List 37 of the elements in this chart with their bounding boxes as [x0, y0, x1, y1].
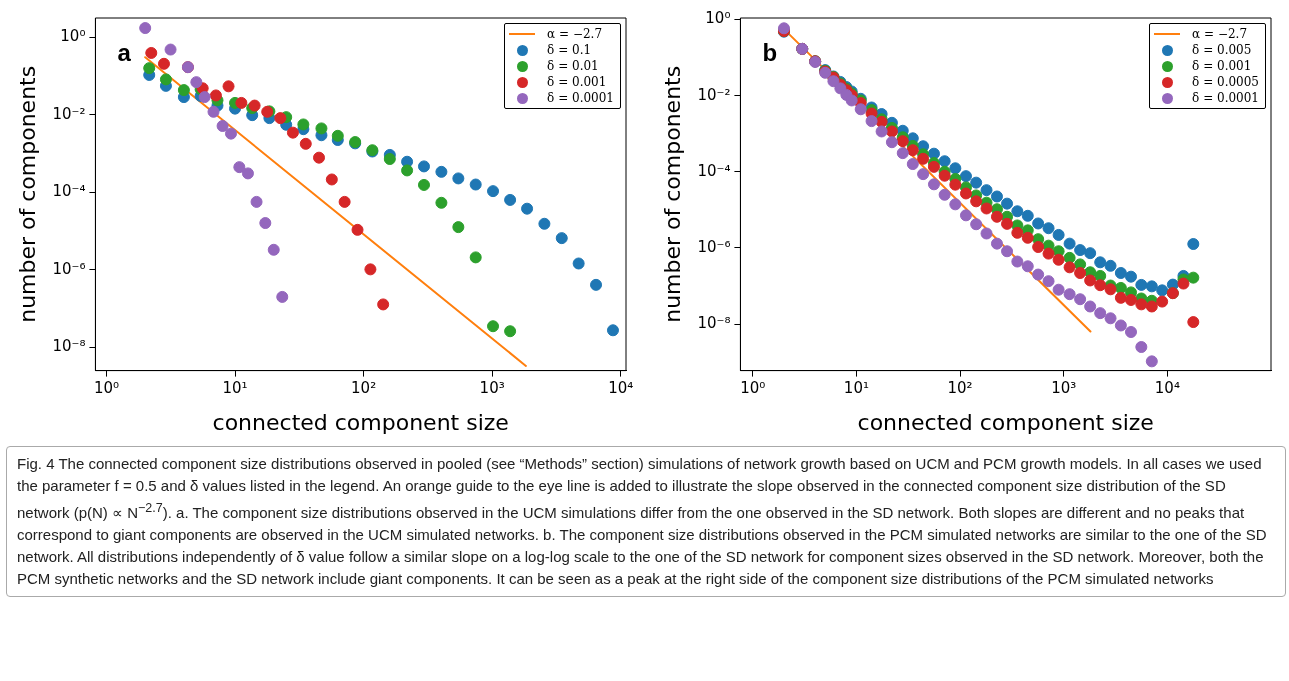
y-tick-label: 10⁻² [697, 85, 731, 104]
x-tick-label: 10² [351, 379, 377, 398]
y-axis-title: number of components [14, 65, 40, 323]
legend-label: δ = 0.005 [1192, 43, 1252, 57]
x-axis-title: connected component size [857, 409, 1154, 435]
y-tick-label: 10⁻⁸ [52, 337, 86, 356]
y-tick-label: 10⁻⁴ [697, 161, 731, 180]
legend-label: α = −2.7 [547, 27, 603, 41]
x-tick-label: 10³ [1051, 379, 1077, 398]
x-tick-label: 10¹ [843, 379, 869, 398]
y-tick-label: 10⁻⁶ [697, 237, 731, 256]
legend-label: δ = 0.0001 [547, 91, 614, 105]
text: b [762, 38, 778, 66]
legend-label: δ = 0.001 [547, 75, 607, 89]
text: a [117, 38, 132, 66]
y-tick-label: 10⁻² [52, 104, 86, 123]
legend-label: δ = 0.001 [1192, 59, 1252, 73]
x-tick-label: 10⁰ [93, 379, 120, 398]
y-tick-label: 10⁰ [60, 27, 86, 46]
x-tick-label: 10¹ [222, 379, 248, 398]
x-tick-label: 10³ [479, 379, 505, 398]
caption: Fig. 4 The connected component size distributions observed in pooled (see “Methods” section) simulations of network growth based on UCM and PCM growth models. In all cases we used the parameter f = 0.5 and δ values listed in the legend. An orange guide to the eye line is added to illustrate the slope observed in the connected component size distribution of the SD network (p(N) ∝ N$^{−2.7}$). a. The component size distributions observed in the UCM simulations differ from the one observed in the SD network. Both slopes are different and no peaks that correspond to giant components are observed in the UCM simulated networks. b. The component size distributions observed in the PCM simulated networks are similar to the one of the SD network. All distributions independently of δ value follow a similar slope on a log-log scale to the one of the SD network for component sizes observed in the SD network. Moreover, both the PCM synthetic networks and the SD network include giant components. It can be seen as a peak at the right side of the component size distributions of the PCM simulated networks [6, 446, 1286, 597]
y-tick-label: 10⁻⁶ [52, 259, 86, 278]
y-tick-label: 10⁻⁸ [697, 313, 731, 332]
y-tick-label: 10⁻⁴ [52, 182, 86, 201]
legend-label: δ = 0.01 [547, 59, 599, 73]
x-tick-label: 10² [947, 379, 973, 398]
legend-label: δ = 0.1 [547, 43, 592, 57]
x-axis-title: connected component size [212, 409, 509, 435]
x-tick-label: 10⁴ [608, 379, 634, 398]
x-tick-label: 10⁰ [740, 379, 766, 398]
legend-label: δ = 0.0001 [1192, 91, 1259, 105]
y-axis-title: number of components [659, 65, 685, 323]
x-tick-label: 10⁴ [1154, 379, 1180, 398]
legend-label: α = −2.7 [1192, 27, 1248, 41]
legend-label: δ = 0.0005 [1192, 75, 1259, 89]
y-tick-label: 10⁰ [705, 9, 731, 28]
